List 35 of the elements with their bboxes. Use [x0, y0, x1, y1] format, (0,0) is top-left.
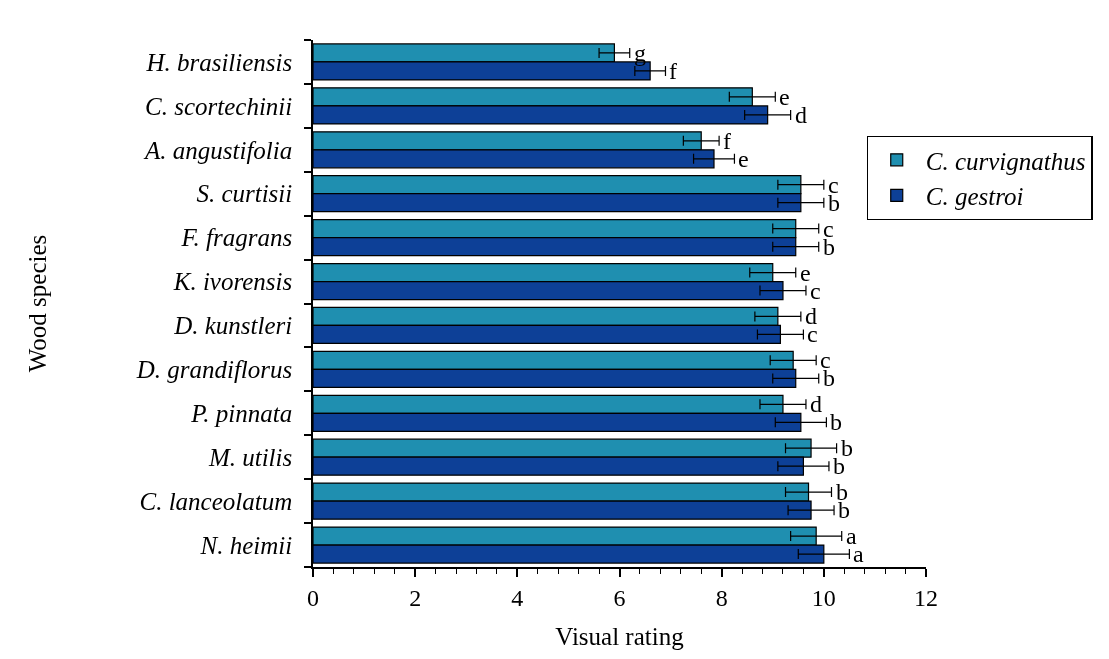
x-tick-label: 6 — [613, 584, 626, 611]
data-label: c — [810, 278, 821, 304]
y-tick-label: F. fragrans — [180, 224, 293, 252]
data-label: b — [830, 409, 842, 435]
y-tick-label: H. brasiliensis — [145, 48, 293, 76]
y-tick-label: M. utilis — [207, 443, 293, 471]
y-tick-label: S. curtisii — [196, 180, 293, 208]
data-label: f — [669, 58, 677, 84]
data-label: e — [779, 84, 790, 110]
data-label: b — [841, 435, 853, 461]
legend-label: C. curvignathus — [925, 147, 1086, 175]
x-tick-label: 2 — [409, 584, 422, 611]
data-label: e — [800, 260, 811, 286]
y-tick-label: D. grandiflorus — [135, 356, 293, 384]
x-tick-label: 12 — [914, 584, 938, 611]
data-label: g — [634, 40, 646, 66]
y-tick-label: K. ivorensis — [172, 268, 293, 296]
x-tick-label: 10 — [811, 584, 836, 611]
y-tick-label: D. kunstleri — [173, 312, 293, 340]
y-tick-label: P. pinnata — [190, 400, 293, 428]
x-axis-title: Visual rating — [555, 623, 685, 651]
y-tick-label: A. angustifolia — [143, 136, 293, 164]
data-label: e — [738, 146, 749, 172]
x-tick-label: 0 — [307, 584, 319, 611]
data-label: d — [810, 391, 822, 417]
data-label: a — [846, 523, 857, 549]
y-axis-title: Wood species — [23, 234, 51, 373]
y-tick-label: N. heimii — [199, 531, 293, 559]
y-tick-label: C. lanceolatum — [139, 487, 293, 515]
legend-label: C. gestroi — [925, 183, 1024, 211]
x-tick-label: 4 — [511, 584, 524, 611]
data-label: f — [723, 128, 731, 154]
data-label: d — [795, 102, 807, 128]
x-tick-label: 8 — [715, 584, 728, 611]
y-tick-label: C. scortechinii — [145, 92, 293, 120]
